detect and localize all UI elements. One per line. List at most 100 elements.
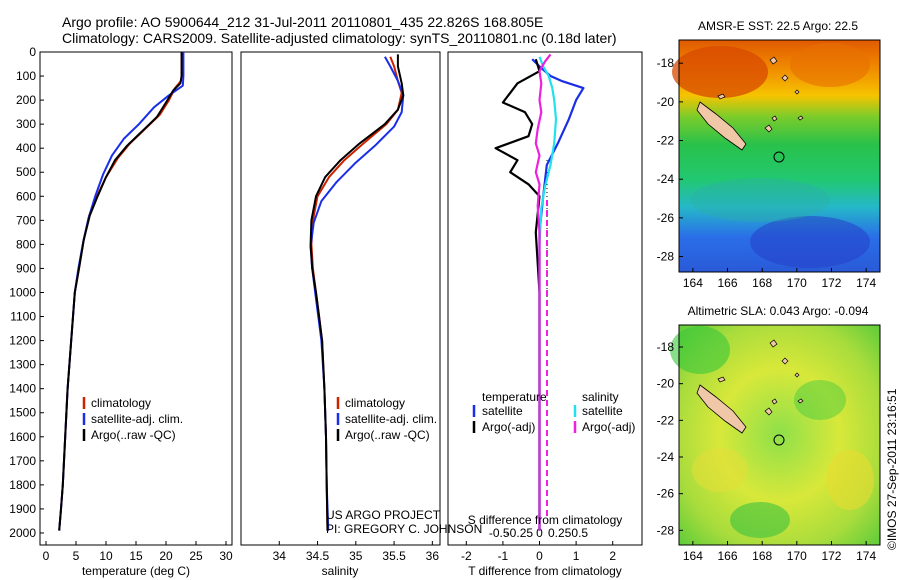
depth-tick-label: 1400: [9, 382, 36, 396]
map-x-tick-label: 170: [787, 549, 807, 563]
salinity-series: [309, 54, 405, 531]
temperature-xlabel: temperature (deg C): [82, 564, 190, 578]
depth-tick-label: 2000: [9, 526, 36, 540]
temperature-x-axis: 0 5 10 15 20 25 30: [43, 541, 233, 563]
s-diff-tick-label: 0.5: [571, 526, 588, 540]
depth-axis: 0 100 200 300 400 500 600 700 800 900 1000 1100 1200…: [9, 45, 44, 540]
x-tick-label: 34.5: [306, 549, 330, 563]
depth-tick-label: 1000: [9, 285, 36, 299]
sst-map-title: AMSR-E SST: 22.5 Argo: 22.5: [698, 19, 858, 33]
depth-tick-label: 1800: [9, 478, 36, 492]
legend-temperature-title: temperature: [482, 390, 547, 404]
credit-pi: PI: GREGORY C. JOHNSON: [326, 522, 482, 536]
map-y-tick-label: -26: [657, 487, 675, 501]
s-difference-xlabel: S difference from climatology: [468, 513, 623, 527]
sla-map-axes: 164 166 168 170 172 174 -18 -20 -22 -24 -26 -28: [657, 340, 877, 563]
map-x-tick-label: 170: [787, 276, 807, 290]
salinity-xlabel: salinity: [322, 564, 359, 578]
depth-tick-label: 600: [16, 189, 36, 203]
sst-cool-patch: [690, 178, 830, 222]
depth-tick-label: 1300: [9, 358, 36, 372]
depth-tick-label: 1700: [9, 454, 36, 468]
sst-warm-patch: [672, 46, 768, 98]
map-x-tick-label: 164: [683, 549, 703, 563]
legend-salinity-title: salinity: [582, 390, 619, 404]
small-islands: [717, 56, 804, 133]
depth-tick-label: 100: [16, 69, 36, 83]
map-y-tick-label: -18: [657, 340, 675, 354]
temperature-legend: climatology satellite-adj. clim. Argo(..…: [82, 396, 183, 442]
map-x-tick-label: 164: [683, 276, 703, 290]
map-y-tick-label: -18: [657, 56, 675, 70]
difference-legend: temperature salinity satellite Argo(-adj…: [472, 390, 635, 434]
sst-map-axes: 164 166 168 170 172 174 -18 -20 -22 -24 -26 -28: [657, 56, 877, 290]
sla-map-frame: [678, 324, 881, 546]
map-x-tick-label: 174: [856, 276, 876, 290]
map-y-tick-label: -22: [657, 134, 675, 148]
legend-s-argo-label: Argo(-adj): [582, 420, 635, 434]
sla-high-patch: [826, 450, 874, 510]
sla-low-patch: [794, 380, 846, 420]
map-y-tick-label: -24: [657, 450, 675, 464]
depth-tick-label: 1100: [10, 310, 36, 324]
depth-tick-label: 0: [29, 45, 36, 59]
series-line-argo-raw-qc: [309, 54, 405, 531]
x-tick-label: 1: [573, 549, 580, 563]
map-y-tick-label: -24: [657, 172, 675, 186]
s-diff-tick-label: 0: [536, 526, 543, 540]
legend-satellite-label: satellite-adj. clim.: [91, 412, 183, 426]
map-x-tick-label: 172: [821, 276, 841, 290]
sla-low-patch: [670, 326, 730, 374]
salinity-x-axis: 34 34.5 35 35.5 36: [273, 541, 440, 563]
sla-map: [670, 324, 881, 546]
x-tick-label: 5: [73, 549, 80, 563]
s-diff-tick-label: -0.5: [489, 526, 510, 540]
legend-climatology-label: climatology: [91, 396, 151, 410]
s-diff-tick-label: 0.25: [548, 526, 572, 540]
x-tick-label: 0: [536, 549, 543, 563]
x-tick-label: 20: [159, 549, 173, 563]
credit-project: US ARGO PROJECT: [326, 508, 441, 522]
imos-timestamp-watermark: ©IMOS 27-Sep-2011 23:16:51: [885, 388, 899, 550]
sst-cold-patch: [750, 216, 870, 268]
depth-tick-label: 400: [16, 141, 36, 155]
depth-tick-label: 1200: [9, 334, 36, 348]
x-tick-label: 34: [273, 549, 287, 563]
legend-climatology-label: climatology: [345, 396, 405, 410]
depth-tick-label: 900: [16, 261, 36, 275]
t-difference-xlabel: T difference from climatology: [468, 564, 622, 578]
depth-tick-label: 1900: [9, 502, 36, 516]
figure-title-line1: Argo profile: AO 5900644_212 31-Jul-2011…: [62, 14, 543, 30]
map-x-tick-label: 168: [752, 276, 772, 290]
map-x-tick-label: 166: [718, 276, 738, 290]
sst-map: [672, 39, 881, 273]
x-tick-label: 0: [43, 549, 50, 563]
series-line-argo-raw-qc: [58, 52, 183, 531]
legend-t-satellite-label: satellite: [482, 404, 523, 418]
depth-tick-label: 500: [16, 165, 36, 179]
series-line-satellite-adj-clim: [309, 56, 405, 531]
sst-map-frame: [678, 39, 881, 273]
map-x-tick-label: 172: [821, 549, 841, 563]
salinity-legend: climatology satellite-adj. clim. Argo(..…: [336, 396, 437, 442]
depth-tick-label: 200: [16, 93, 36, 107]
salinity-plot-frame: [240, 51, 441, 546]
x-tick-label: 10: [99, 549, 113, 563]
salinity-difference-x-axis: -0.5-0.25 0 0.25 0.5: [489, 526, 589, 540]
x-tick-label: 35: [349, 549, 363, 563]
legend-argo-label: Argo(..raw -QC): [345, 428, 430, 442]
figure-title-line2: Climatology: CARS2009. Satellite-adjuste…: [62, 30, 617, 46]
x-tick-label: 30: [219, 549, 233, 563]
depth-tick-label: 1600: [9, 430, 36, 444]
difference-series: [494, 53, 585, 531]
x-tick-label: 35.5: [382, 549, 406, 563]
x-tick-label: 36: [426, 549, 440, 563]
depth-tick-label: 800: [16, 237, 36, 251]
map-y-tick-label: -20: [657, 377, 675, 391]
x-tick-label: -1: [498, 549, 509, 563]
series-line-satellite-adj-clim: [58, 52, 185, 531]
new-caledonia-island: [696, 101, 747, 151]
sla-low-patch: [730, 502, 790, 538]
map-y-tick-label: -28: [657, 523, 675, 537]
